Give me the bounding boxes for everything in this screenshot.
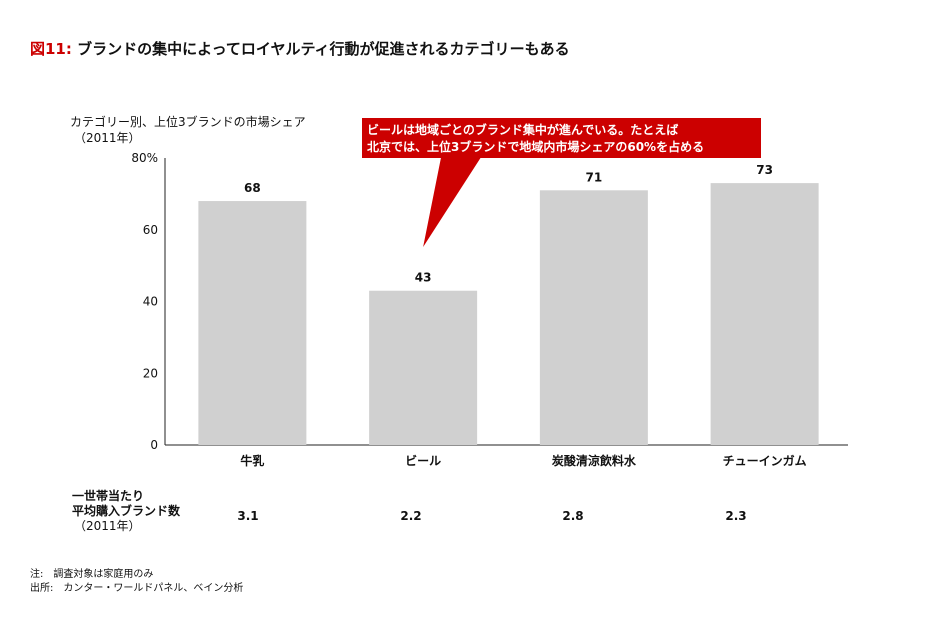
bar-value-label: 73 — [756, 163, 773, 177]
y-tick-label: 40 — [143, 295, 158, 309]
avg-brands-label-line2: 平均購入ブランド数 — [72, 504, 181, 518]
callout-pointer — [423, 157, 482, 247]
callout-text-line2: 北京では、上位3ブランドで地域内市場シェアの60%を占める — [367, 139, 704, 154]
chart-title: 図11: ブランドの集中によってロイヤルティ行動が促進されるカテゴリーもある — [30, 38, 570, 59]
category-label: チューインガム — [723, 453, 807, 468]
category-label: 炭酸清涼飲料水 — [552, 453, 637, 468]
y-axis-ticks: 0 20 40 60 80% — [131, 151, 158, 452]
avg-brands-label: 一世帯当たり 平均購入ブランド数 （2011年） — [72, 489, 180, 534]
bar-value-label: 71 — [586, 170, 603, 184]
bar — [539, 190, 648, 445]
footnote-note: 注: 調査対象は家庭用のみ — [30, 569, 154, 580]
figure-number: 図11: — [30, 40, 72, 58]
callout-box — [362, 118, 761, 158]
category-label: ビール — [405, 453, 441, 468]
avg-brands-value-gum: 2.3 — [725, 509, 747, 523]
callout-text-line1: ビールは地域ごとのブランド集中が進んでいる。たとえば — [367, 122, 678, 137]
bar — [198, 201, 307, 445]
y-tick-label: 60 — [143, 223, 158, 237]
avg-brands-label-line1: 一世帯当たり — [72, 489, 145, 503]
y-axis-label: カテゴリー別、上位3ブランドの市場シェア （2011年） — [70, 114, 306, 146]
avg-brands-value-beer: 2.2 — [400, 509, 422, 523]
footnotes: 注: 調査対象は家庭用のみ 出所: カンター・ワールドパネル、ベイン分析 — [30, 568, 243, 596]
bar — [710, 183, 819, 446]
y-axis-label-line1: カテゴリー別、上位3ブランドの市場シェア — [70, 115, 306, 129]
avg-brands-label-line3: （2011年） — [74, 519, 141, 533]
footnote-source: 出所: カンター・ワールドパネル、ベイン分析 — [30, 583, 244, 594]
bars: 68 牛乳 43 ビール 71 炭酸清涼飲料水 73 チューインガム — [198, 163, 819, 468]
y-tick-label: 20 — [143, 366, 158, 380]
annotation-callout: ビールは地域ごとのブランド集中が進んでいる。たとえば 北京では、上位3ブランドで… — [362, 118, 761, 247]
y-axis-label-line2: （2011年） — [74, 131, 141, 145]
category-label: 牛乳 — [240, 453, 264, 468]
figure-title-text: ブランドの集中によってロイヤルティ行動が促進されるカテゴリーもある — [77, 40, 570, 58]
bar — [369, 290, 478, 445]
bar-value-label: 43 — [415, 271, 432, 285]
y-tick-label: 0 — [150, 438, 158, 452]
avg-brands-value-milk: 3.1 — [237, 509, 259, 523]
y-tick-label: 80% — [131, 151, 158, 165]
avg-brands-value-soda: 2.8 — [562, 509, 584, 523]
bar-value-label: 68 — [244, 181, 261, 195]
